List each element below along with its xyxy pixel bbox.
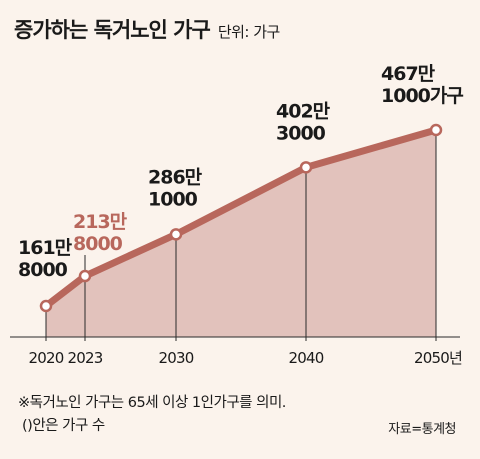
point-label: 161만 xyxy=(18,237,73,259)
data-point xyxy=(78,269,92,283)
header: 증가하는 독거노인 가구 단위: 가구 xyxy=(14,14,280,44)
point-label: 8000 xyxy=(18,259,68,281)
data-point xyxy=(39,299,53,313)
point-label: 213만 xyxy=(73,211,128,233)
area-fill xyxy=(46,130,436,337)
point-label: 286만 xyxy=(148,166,203,188)
source-label: 자료=통계청 xyxy=(388,422,456,437)
unit-label: 단위: 가구 xyxy=(217,23,281,41)
point-label: 467만 xyxy=(381,63,436,85)
tick-label: 2040 xyxy=(289,349,324,367)
point-label: 3000 xyxy=(276,122,326,144)
footnote-line-1: ※독거노인 가구는 65세 이상 1인가구를 의미. xyxy=(18,395,286,411)
point-label: 402만 xyxy=(276,100,331,122)
footnote: ※독거노인 가구는 65세 이상 1인가구를 의미. ()안은 가구 수 xyxy=(18,392,286,438)
chart-title: 증가하는 독거노인 가구 xyxy=(14,18,211,42)
tick-label: 2050년 xyxy=(414,349,462,367)
tick-label: 2030 xyxy=(159,349,194,367)
tick-label: 2020 xyxy=(29,349,64,367)
data-point xyxy=(169,228,183,241)
tick-label: 2023 xyxy=(68,349,103,367)
point-label: 8000 xyxy=(73,233,123,255)
point-label: 1000 xyxy=(148,188,198,210)
data-point xyxy=(429,123,443,137)
footnote-line-2: ()안은 가구 수 xyxy=(22,418,105,434)
data-point xyxy=(299,161,313,174)
point-label: 1000가구 xyxy=(381,85,463,107)
